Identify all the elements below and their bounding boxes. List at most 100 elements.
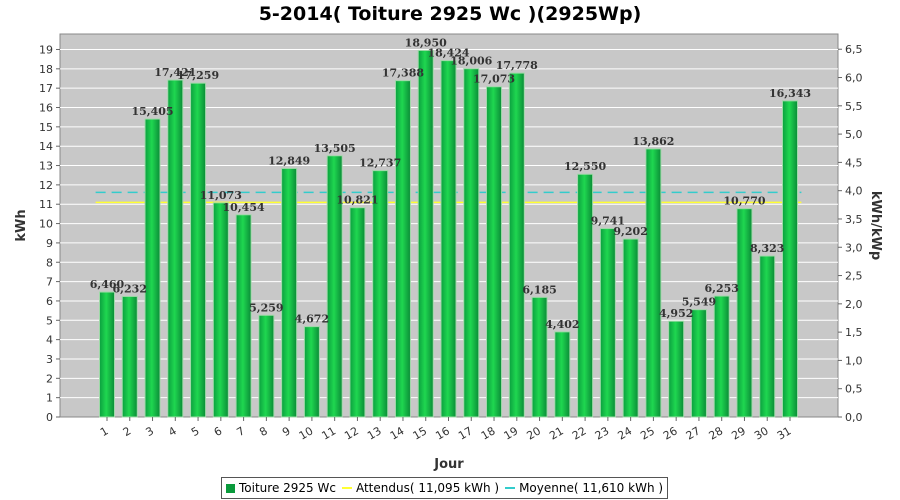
bar-value-label: 12,550 [564,160,606,173]
bar-value-label: 13,505 [314,142,356,155]
x-tick-label: 14 [388,424,407,442]
x-tick-label: 5 [189,424,202,439]
y-tick-label: 13 [39,160,53,173]
bar-value-label: 9,202 [613,225,647,238]
bar [303,326,320,418]
x-axis-label: Jour [433,457,464,472]
y-tick-label: 10 [39,218,53,231]
y-tick-label: 4 [46,334,53,347]
y-tick-label: 0 [46,411,53,424]
y2-tick-label: 1,5 [845,326,863,339]
bar-value-label: 10,821 [336,194,378,207]
x-tick-label: 9 [280,424,293,439]
bar [599,228,616,418]
x-tick-label: 12 [342,424,361,442]
y2-tick-label: 6,0 [845,72,863,85]
y2-tick-label: 4,5 [845,156,863,169]
bar [668,320,685,418]
bar [212,202,229,418]
y2-tick-label: 0,5 [845,383,863,396]
x-tick-label: 29 [729,424,748,442]
y2-tick-label: 3,5 [845,213,863,226]
bar-value-label: 6,185 [522,283,556,296]
legend-item-bars: Toiture 2925 Wc [226,481,336,495]
bar-value-label: 13,862 [632,135,674,148]
bar-value-label: 6,253 [704,282,738,295]
y-tick-label: 14 [39,140,53,153]
y-tick-label: 11 [39,198,53,211]
bar [372,170,389,418]
x-tick-label: 8 [257,424,270,439]
bar-value-label: 18,424 [427,47,469,60]
bar [463,68,480,418]
bar-value-label: 18,950 [405,36,447,49]
bar-value-label: 17,778 [496,59,538,72]
bar [486,86,503,418]
x-tick-label: 13 [365,424,384,442]
bar [759,255,776,418]
bar-value-label: 5,549 [682,296,716,309]
bar-value-label: 17,421 [154,66,196,79]
y-tick-label: 9 [46,237,53,250]
y2-tick-label: 0,0 [845,411,863,424]
x-tick-label: 15 [411,424,430,442]
x-tick-label: 16 [433,424,452,442]
legend-swatch-expected [341,487,352,489]
x-tick-label: 17 [456,424,475,442]
x-tick-label: 11 [320,424,339,442]
x-tick-label: 24 [616,424,635,442]
bar [394,80,411,418]
bar [258,314,275,418]
bar [440,60,457,418]
y-axis-label: kWh [14,209,29,241]
y2-tick-label: 2,0 [845,298,863,311]
bar [645,148,662,418]
x-tick-label: 1 [98,424,111,439]
legend-label-expected: Attendus( 11,095 kWh ) [355,481,500,495]
bar-value-label: 17,259 [177,69,219,82]
bar [144,118,161,418]
bar-value-label: 17,073 [473,73,515,86]
bar [782,100,798,418]
y-tick-label: 18 [39,63,53,76]
legend-swatch-bars [226,483,235,493]
bar-value-label: 4,672 [295,313,329,326]
x-tick-label: 6 [212,424,225,439]
y-tick-label: 15 [39,121,53,134]
y2-tick-label: 5,0 [845,128,863,141]
bar-value-label: 16,343 [769,87,811,100]
y-tick-label: 17 [39,82,53,95]
x-tick-label: 4 [166,424,179,439]
bar-value-label: 15,405 [131,105,173,118]
y2-axis-label: kWh/kWp [868,191,883,260]
bar-value-label: 8,323 [750,242,784,255]
bar-value-label: 10,454 [223,201,265,214]
y2-tick-label: 5,5 [845,100,863,113]
x-tick-label: 19 [502,424,521,442]
y-tick-label: 19 [39,43,53,56]
bar-value-label: 5,259 [249,301,283,314]
x-tick-label: 23 [593,424,612,442]
bars [99,49,798,418]
y-tick-label: 3 [46,353,53,366]
bar [417,49,434,418]
y-tick-label: 12 [39,179,53,192]
legend-item-expected: Attendus( 11,095 kWh ) [341,481,500,495]
bar [99,291,115,418]
x-tick-label: 3 [143,424,156,439]
legend-item-average: Moyenne( 11,610 kWh ) [505,481,663,495]
x-tick-label: 21 [547,424,566,442]
bar-value-label: 12,849 [268,154,310,167]
chart-title: 5-2014( Toiture 2925 Wc )(2925Wp) [259,3,642,25]
x-tick-label: 18 [479,424,498,442]
bar [167,79,184,418]
bar [190,82,207,418]
bar-value-label: 9,741 [591,215,625,228]
x-tick-label: 30 [752,424,771,442]
legend-label-bars: Toiture 2925 Wc [239,481,336,495]
bar [281,167,298,418]
y2-tick-label: 3,0 [845,241,863,254]
y-tick-label: 6 [46,295,53,308]
